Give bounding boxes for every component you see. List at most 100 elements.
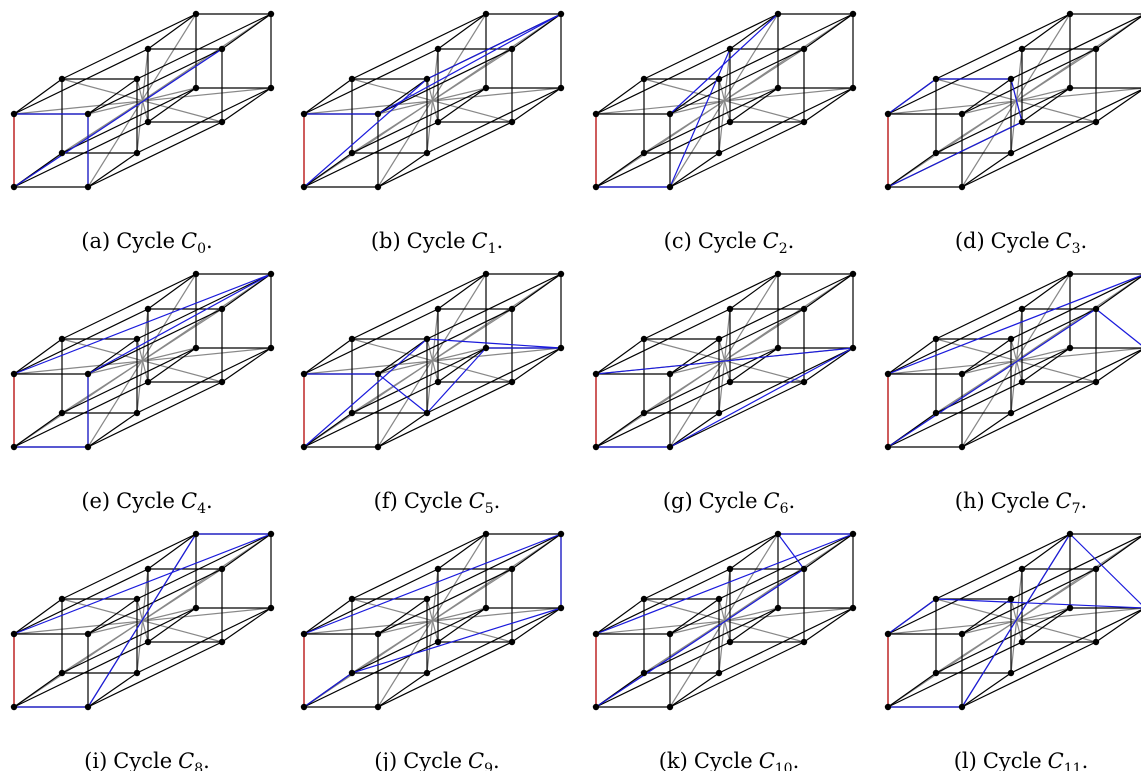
vertex xyxy=(508,45,516,53)
edge xyxy=(595,121,731,188)
edge xyxy=(935,273,1071,340)
edge xyxy=(13,568,149,635)
caption-symbol: C xyxy=(764,489,780,513)
edge xyxy=(377,568,513,635)
vertex xyxy=(666,630,674,638)
vertex xyxy=(715,595,723,603)
vertex xyxy=(58,595,66,603)
edge xyxy=(13,48,149,115)
edge xyxy=(1010,15,1141,80)
vertex xyxy=(726,638,734,646)
edge xyxy=(87,598,138,635)
caption-suffix: . xyxy=(203,749,210,771)
edge xyxy=(437,533,487,570)
vertex xyxy=(1066,84,1074,92)
edge xyxy=(729,533,779,570)
cycle-edge xyxy=(377,373,428,414)
edge xyxy=(13,598,63,635)
vertex xyxy=(1092,45,1100,53)
cycle-edge xyxy=(426,13,562,80)
vertex xyxy=(726,118,734,126)
vertex xyxy=(932,669,940,677)
vertex xyxy=(1018,378,1026,386)
edge xyxy=(437,13,487,50)
subfigure: (i) Cycle C8. xyxy=(10,530,275,771)
edge xyxy=(511,13,562,50)
edge xyxy=(87,78,138,115)
vertex xyxy=(434,45,442,53)
caption-subscript: 3 xyxy=(1072,241,1081,257)
vertex xyxy=(640,595,648,603)
edge xyxy=(61,533,197,600)
edge xyxy=(935,87,1071,154)
caption-subscript: 0 xyxy=(197,241,206,257)
vertex xyxy=(192,270,200,278)
vertex xyxy=(1092,118,1100,126)
caption-label: (d) xyxy=(955,229,985,253)
cycle-edge xyxy=(669,13,779,115)
edge xyxy=(13,412,63,448)
edge xyxy=(426,607,562,674)
edge xyxy=(961,152,1012,188)
vertex xyxy=(144,565,152,573)
vertex xyxy=(1066,604,1074,612)
vertex xyxy=(958,630,966,638)
edge xyxy=(595,381,731,448)
subfigure: (d) Cycle C3. xyxy=(884,10,1141,257)
edge xyxy=(961,381,1097,448)
vertex xyxy=(640,149,648,157)
edge xyxy=(718,13,854,80)
edge xyxy=(803,13,854,50)
vertex xyxy=(423,595,431,603)
vertex xyxy=(374,370,382,378)
caption-suffix: . xyxy=(206,489,213,513)
edge xyxy=(426,273,562,340)
vertex xyxy=(557,270,565,278)
vertex xyxy=(192,344,200,352)
gray-edge xyxy=(351,568,513,674)
edge xyxy=(437,347,487,383)
vertex xyxy=(10,703,18,711)
edge xyxy=(221,87,272,123)
edge xyxy=(377,152,428,188)
vertex xyxy=(133,409,141,417)
vertex xyxy=(348,335,356,343)
vertex xyxy=(508,565,516,573)
vertex xyxy=(300,110,308,118)
vertex xyxy=(300,370,308,378)
vertex xyxy=(666,370,674,378)
edge xyxy=(1021,87,1071,123)
edge xyxy=(437,273,487,310)
vertex xyxy=(374,703,382,711)
edge xyxy=(669,381,805,448)
vertex xyxy=(958,703,966,711)
edge xyxy=(1010,349,1141,414)
edge xyxy=(377,598,428,635)
edge xyxy=(1010,275,1141,340)
edge xyxy=(718,87,854,154)
edge xyxy=(437,87,487,123)
vertex xyxy=(800,378,808,386)
vertex xyxy=(300,630,308,638)
edge xyxy=(669,568,805,635)
vertex xyxy=(1007,409,1015,417)
edge xyxy=(1021,533,1071,570)
cycle-edge xyxy=(935,598,1141,609)
vertex xyxy=(884,370,892,378)
cycle-edge xyxy=(13,48,223,188)
vertex xyxy=(1007,335,1015,343)
caption-suffix: . xyxy=(1082,749,1089,771)
vertex xyxy=(58,335,66,343)
edge xyxy=(13,672,63,708)
gray-edge xyxy=(351,48,513,154)
vertex xyxy=(348,149,356,157)
caption-subscript: 2 xyxy=(779,241,788,257)
caption-symbol: C xyxy=(1056,489,1072,513)
caption: (j) Cycle C9. xyxy=(374,749,499,771)
vertex xyxy=(849,10,857,18)
edge xyxy=(803,347,854,383)
vertex xyxy=(774,604,782,612)
edge xyxy=(136,273,272,340)
vertex xyxy=(10,110,18,118)
